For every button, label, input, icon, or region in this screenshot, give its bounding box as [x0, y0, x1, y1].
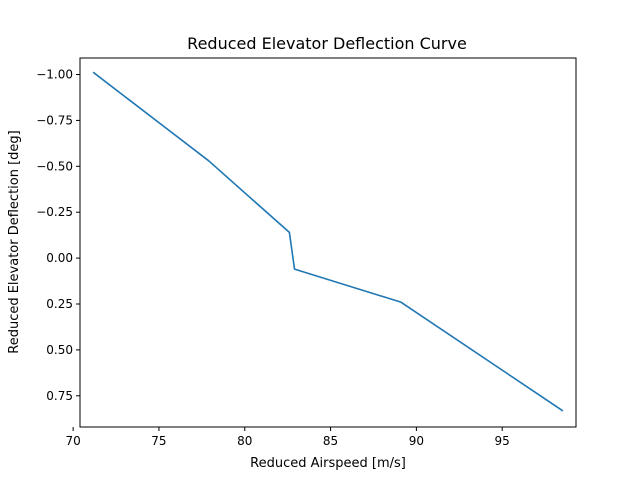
x-tick-label: 90 [409, 434, 424, 448]
series-line [92, 71, 564, 412]
y-tick-label: −0.25 [36, 205, 73, 219]
series-layer [92, 71, 564, 412]
x-axis-label: Reduced Airspeed [m/s] [250, 456, 406, 471]
x-tick-label: 70 [65, 434, 80, 448]
y-tick-label: −0.75 [36, 113, 73, 127]
y-axis-ticks: −1.00 −0.75 −0.50 −0.25 0.00 0.25 0.50 0.75 [36, 68, 80, 403]
x-axis-ticks: 70 75 80 85 90 95 [65, 427, 510, 448]
x-tick-label: 75 [151, 434, 166, 448]
y-tick-label: 0.50 [46, 343, 73, 357]
x-tick-label: 80 [237, 434, 252, 448]
y-tick-label: 0.75 [46, 389, 73, 403]
y-axis-label: Reduced Elevator Deflection [deg] [7, 130, 22, 354]
y-tick-label: 0.00 [46, 251, 73, 265]
y-tick-label: 0.25 [46, 297, 73, 311]
x-tick-label: 95 [495, 434, 510, 448]
y-tick-label: −1.00 [36, 68, 73, 82]
x-tick-label: 85 [323, 434, 338, 448]
y-tick-label: −0.50 [36, 159, 73, 173]
plot-area [80, 58, 576, 427]
chart-title: Reduced Elevator Deflection Curve [187, 34, 467, 53]
plot-frame [79, 57, 577, 428]
